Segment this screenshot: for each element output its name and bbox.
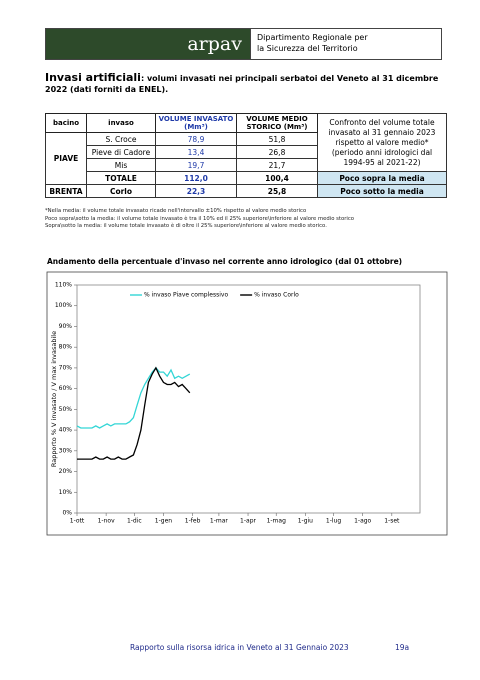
y-tick-label: 80% [59, 344, 73, 351]
x-tick-label: 1-set [384, 518, 400, 525]
department: Dipartimento Regionale per la Sicurezza d… [251, 29, 374, 59]
y-tick-label: 40% [59, 427, 73, 434]
x-tick-label: 1-nov [98, 518, 115, 525]
y-axis-label: Rapporto % V invasato / V max invasabile [50, 331, 58, 467]
logo: arpav [46, 29, 251, 59]
series-line [76, 366, 191, 429]
title-lead: Invasi artificiali [45, 71, 141, 84]
logo-text: arpav [187, 33, 242, 55]
y-tick-label: 110% [55, 282, 72, 289]
legend-label: % invaso Corlo [254, 292, 299, 299]
table: bacino invaso VOLUME INVASATO (Mm³) VOLUME … [45, 113, 447, 198]
chart-title: Andamento della percentuale d'invaso nel… [47, 257, 403, 266]
x-tick-label: 1-feb [185, 518, 201, 525]
note: *Nella media: il volume totale invasato … [45, 208, 307, 214]
y-tick-label: 30% [59, 447, 73, 454]
x-tick-label: 1-gen [155, 518, 172, 525]
y-tick-label: 50% [59, 406, 73, 413]
x-tick-label: 1-dic [127, 518, 142, 525]
x-tick-label: 1-apr [240, 518, 256, 525]
title: Invasi artificiali: volumi invasati nei … [45, 72, 445, 95]
title-rest: : volumi invasati nei principali serbato… [45, 74, 439, 94]
y-tick-label: 90% [59, 323, 73, 330]
x-tick-label: 1-lug [326, 518, 341, 525]
chart: Rapporto % V invasato / V max invasabile… [46, 271, 448, 536]
footer: Rapporto sulla risorsa idrica in Veneto … [130, 643, 349, 652]
plot-area [76, 284, 421, 514]
y-tick-label: 10% [59, 489, 73, 496]
x-tick-label: 1-mag [267, 518, 287, 525]
note: Sopra\sotto la media: il volume totale i… [45, 223, 327, 229]
page-number: 19a [395, 643, 410, 652]
series-line [77, 366, 191, 460]
cell: Poco sotto la media [317, 184, 447, 198]
y-tick-label: 100% [55, 302, 72, 309]
dept-line: Dipartimento Regionale per [257, 33, 368, 42]
note: Poco sopra\sotto la media: il volume tot… [45, 215, 355, 222]
legend-label: % invaso Piave complessivo [144, 292, 228, 299]
y-tick-label: 60% [59, 385, 73, 392]
header: arpav Dipartimento Regionale per la Sicur… [45, 28, 442, 60]
x-tick-label: 1-mar [210, 518, 229, 525]
y-tick-label: 70% [59, 364, 73, 371]
dept-line: la Sicurezza del Territorio [257, 44, 358, 53]
cell: Poco sopra la media [317, 171, 447, 185]
y-tick-label: 0% [62, 510, 72, 517]
x-tick-label: 1-giu [298, 518, 313, 525]
cell: Corlo [86, 184, 156, 198]
notes: *Nella media: il volume totale invasato … [45, 208, 354, 231]
x-tick-label: 1-ago [354, 518, 371, 525]
chart-frame [46, 271, 448, 536]
y-tick-label: 20% [59, 468, 73, 475]
x-tick-label: 1-ott [70, 518, 85, 525]
